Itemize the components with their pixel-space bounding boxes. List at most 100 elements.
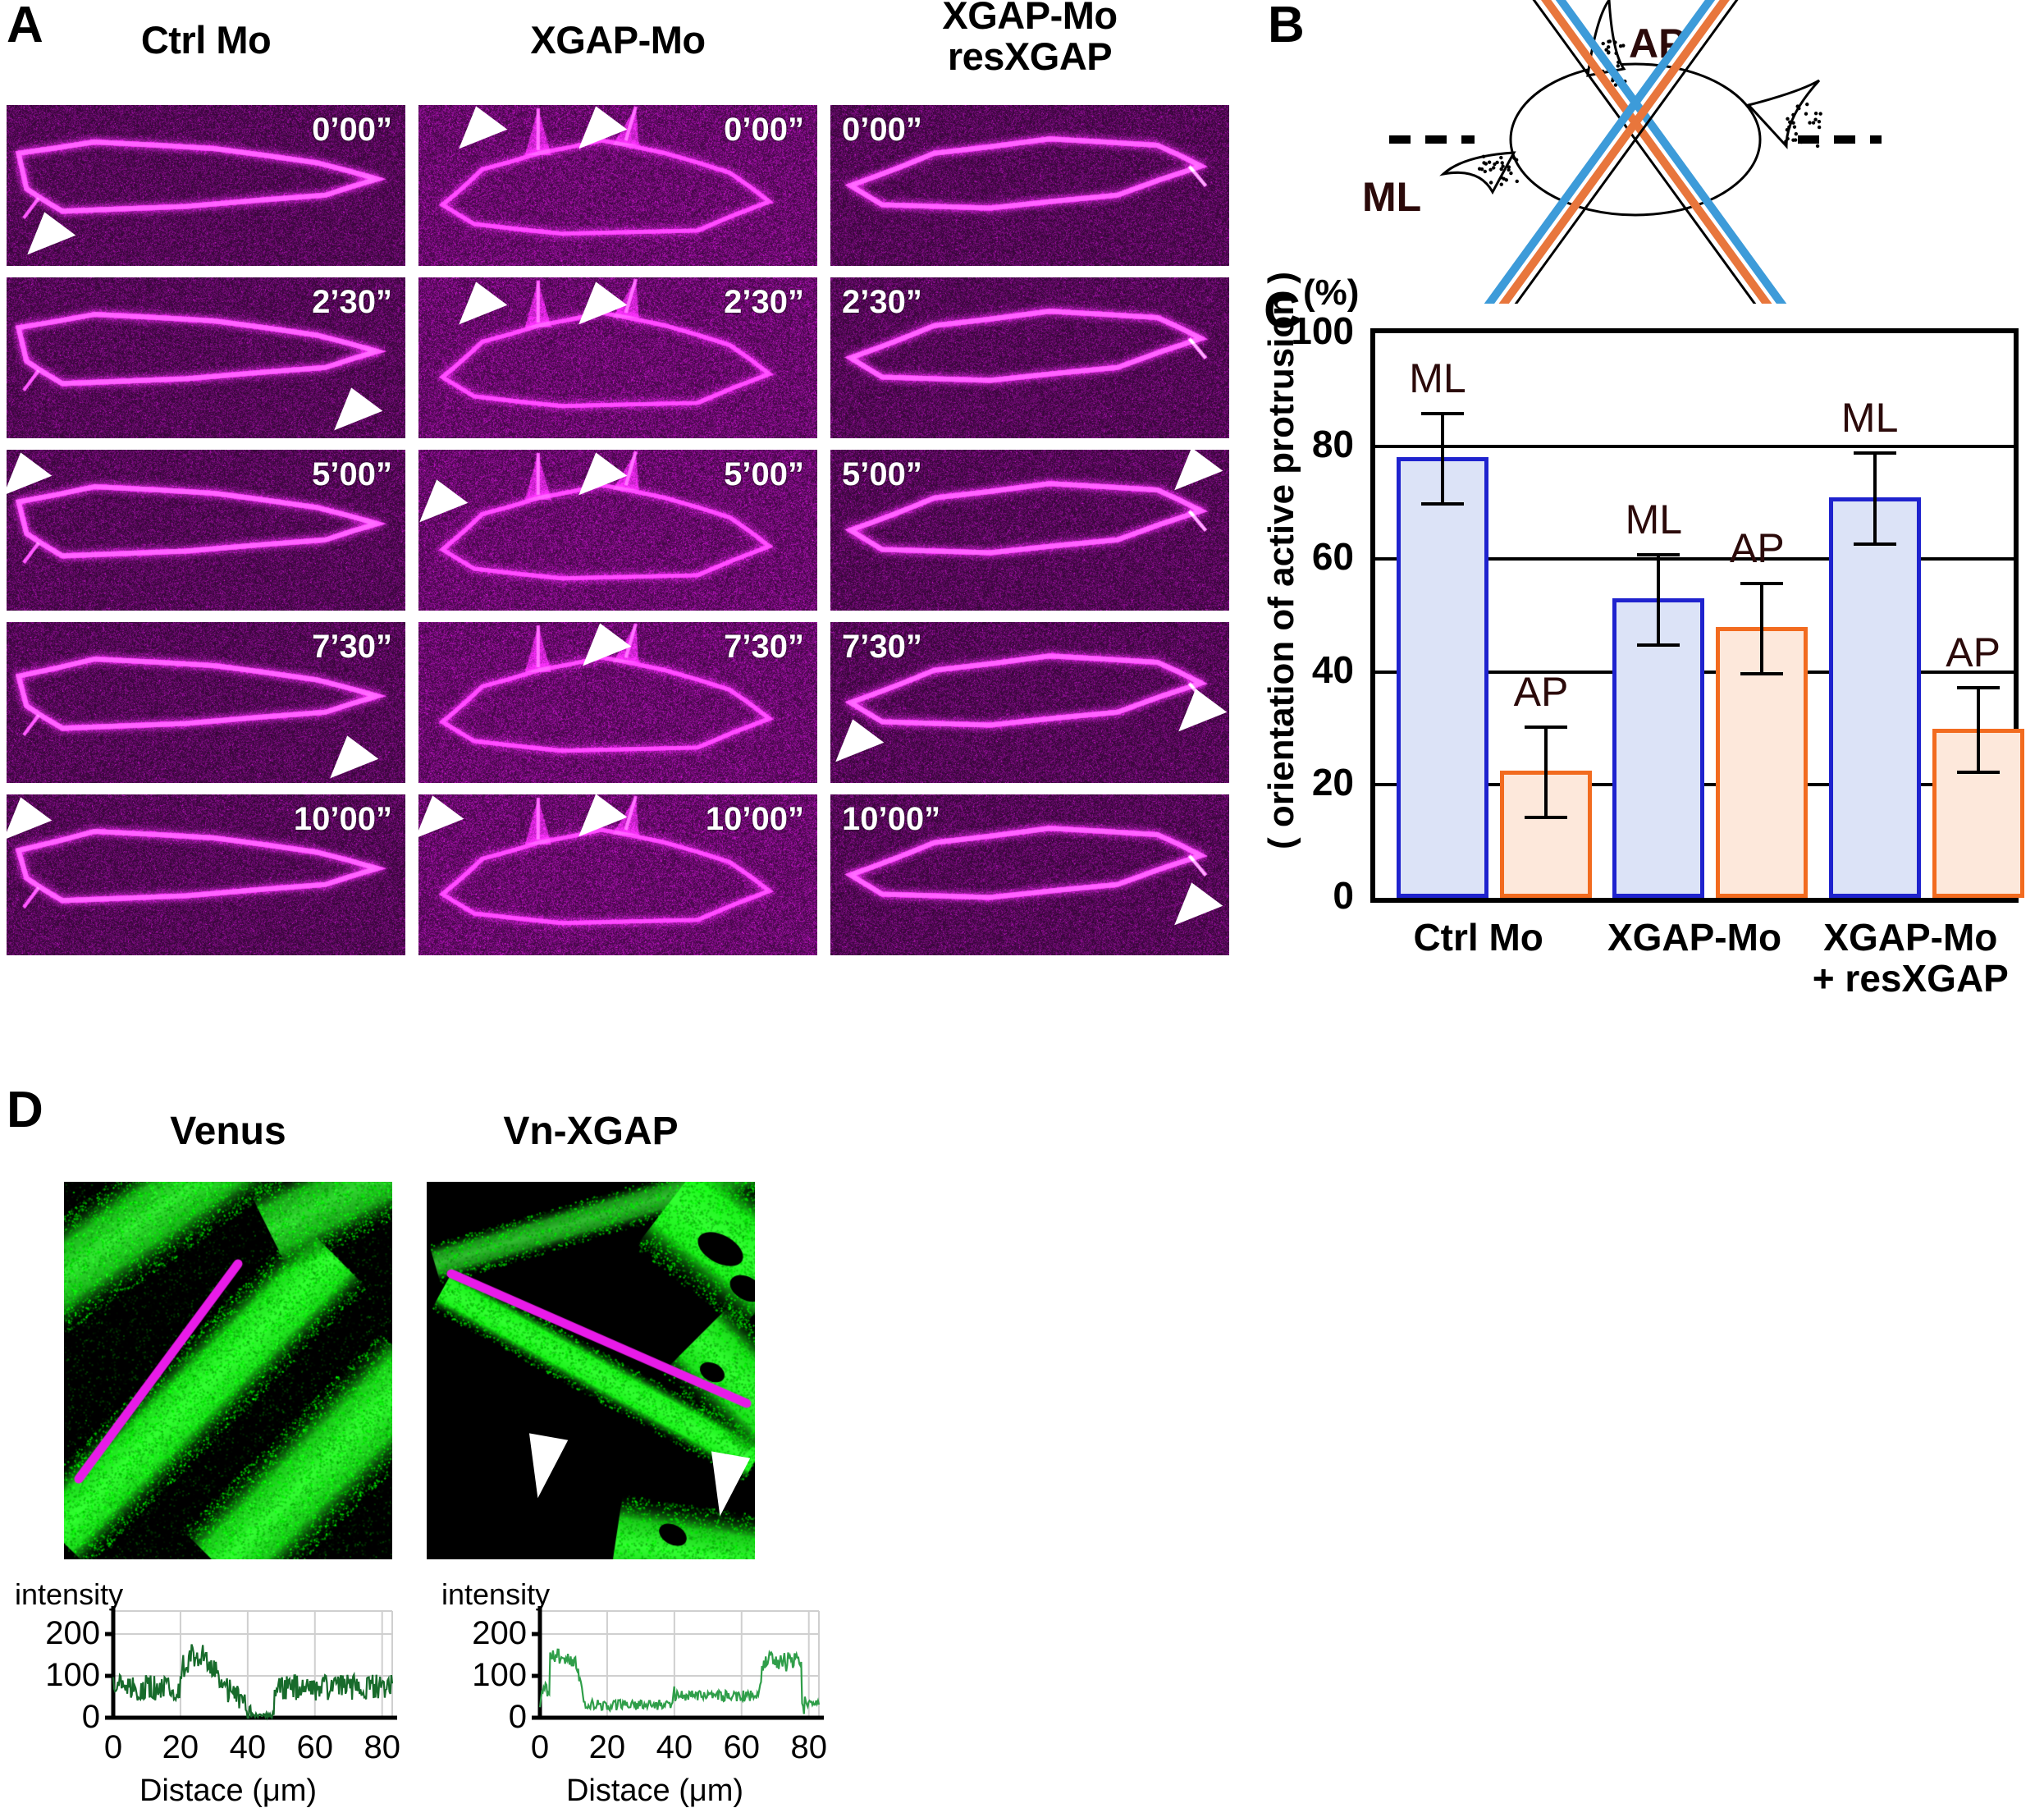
bar-ml-2 — [1612, 598, 1705, 898]
micrograph-image — [7, 794, 405, 955]
error-bar — [1544, 725, 1548, 817]
micrograph-image — [830, 794, 1229, 955]
panel-c-letter: C — [1264, 282, 1301, 339]
distance-x-tick: 80 — [790, 1729, 827, 1765]
error-bar — [1873, 451, 1877, 542]
y-axis-tick-label: 0 — [1333, 874, 1354, 917]
bar-series-label: ML — [1409, 355, 1466, 402]
timestamp-label: 10’00” — [705, 801, 804, 837]
intensity-trace-svg — [532, 1606, 824, 1720]
distance-x-tick: 40 — [656, 1729, 693, 1765]
error-bar-cap — [1740, 671, 1784, 675]
intensity-axis-label: intensity — [15, 1577, 124, 1611]
grid-line — [1375, 557, 2014, 561]
micrograph-image — [7, 450, 405, 611]
micrograph-image — [7, 622, 405, 783]
timestamp-label: 10’00” — [293, 801, 392, 837]
column-header-xgap-mo: XGAP-Mo — [530, 18, 706, 62]
error-bar-cap — [1421, 502, 1464, 506]
micrograph-frame: 0’00” — [7, 105, 405, 266]
panel-d-header-vn-xgap: Vn-XGAP — [503, 1110, 679, 1153]
error-bar-cap — [1637, 643, 1680, 648]
micrograph-frame: 5’00” — [830, 450, 1229, 611]
micrograph-frame: 5’00” — [418, 450, 817, 611]
micrograph-image — [418, 105, 817, 266]
error-bar-cap — [1740, 581, 1784, 585]
intensity-axis-label: intensity — [441, 1577, 551, 1611]
timestamp-label: 2’30” — [724, 284, 804, 320]
intensity-y-tick: 0 — [508, 1699, 527, 1735]
micrograph-frame: 7’30” — [418, 622, 817, 783]
panel-b-letter: B — [1268, 0, 1305, 53]
distance-x-tick: 40 — [229, 1729, 267, 1765]
y-axis-tick-label: 40 — [1311, 648, 1354, 691]
error-bar-cap — [1853, 451, 1896, 455]
intensity-y-tick: 100 — [472, 1657, 527, 1694]
timestamp-label: 2’30” — [842, 284, 922, 320]
bar-series-label: AP — [1729, 524, 1785, 571]
intensity-y-tick: 200 — [472, 1615, 527, 1652]
column-header-xgap-mo-resxgap: XGAP-Mo resXGAP — [942, 0, 1118, 79]
x-axis-category-label: Ctrl Mo — [1413, 916, 1543, 959]
timestamp-label: 7’30” — [842, 629, 922, 665]
bar-series-label: ML — [1841, 395, 1899, 442]
micrograph-frame: 7’30” — [830, 622, 1229, 783]
intensity-profile-plot-1: intensity 0 100 200 0 20 40 60 80 Distace (μm) — [15, 1577, 441, 1807]
distance-x-tick: 60 — [296, 1729, 334, 1765]
fluorescence-image-venus — [64, 1182, 392, 1559]
timestamp-label: 5’00” — [842, 456, 922, 492]
micrograph-image — [830, 622, 1229, 783]
error-bar-cap — [1525, 816, 1567, 820]
y-axis-tick-label: 60 — [1311, 535, 1354, 579]
timestamp-label: 7’30” — [312, 629, 392, 665]
timestamp-label: 7’30” — [724, 629, 804, 665]
ml-axis-label: ML — [1362, 174, 1422, 220]
fluorescence-canvas — [64, 1182, 392, 1559]
error-bar-cap — [1421, 412, 1464, 416]
panel-a-letter: A — [7, 0, 43, 53]
bar-chart-plot-area — [1370, 328, 2024, 903]
error-bar-cap — [1525, 725, 1567, 730]
cell-orientation-diagram — [1389, 0, 1882, 304]
panel-a: A Ctrl Mo XGAP-Mo XGAP-Mo resXGAP 0’00” 2’… — [0, 0, 1247, 1009]
micrograph-image — [418, 450, 817, 611]
micrograph-image — [830, 450, 1229, 611]
micrograph-image — [7, 105, 405, 266]
micrograph-frame: 2’30” — [7, 277, 405, 438]
timestamp-label: 5’00” — [724, 456, 804, 492]
error-bar — [1976, 686, 1980, 771]
bar-ap-2 — [1716, 626, 1809, 898]
distance-axis-title: Distace (μm) — [139, 1774, 318, 1808]
timestamp-label: 5’00” — [312, 456, 392, 492]
error-bar-cap — [1637, 553, 1680, 557]
error-bar — [1760, 581, 1764, 672]
grid-line — [1375, 444, 2014, 448]
bar-series-label: AP — [1513, 669, 1569, 716]
micrograph-image — [7, 277, 405, 438]
micrograph-image — [830, 277, 1229, 438]
micrograph-frame: 5’00” — [7, 450, 405, 611]
distance-x-tick: 0 — [530, 1729, 550, 1765]
error-bar-cap — [1956, 771, 2000, 775]
y-axis-tick-label: 100 — [1291, 309, 1354, 352]
micrograph-image — [418, 794, 817, 955]
error-bar-cap — [1956, 686, 2000, 689]
micrograph-frame: 0’00” — [830, 105, 1229, 266]
error-bar — [1441, 412, 1444, 503]
panel-b: B AP ML — [1268, 0, 2044, 304]
error-bar — [1657, 553, 1661, 644]
timestamp-label: 10’00” — [842, 801, 941, 837]
micrograph-frame: 2’30” — [830, 277, 1229, 438]
fluorescence-canvas — [427, 1182, 755, 1559]
y-axis-tick-label: 80 — [1311, 422, 1354, 465]
timestamp-label: 0’00” — [724, 112, 804, 148]
y-axis-tick-label: 20 — [1311, 761, 1354, 804]
micrograph-image — [418, 622, 817, 783]
bar-series-label: AP — [1946, 629, 2001, 675]
panel-d: D Venus Vn-XGAP intensity 0 100 200 0 20 40 60 8… — [0, 1050, 919, 1807]
micrograph-frame: 10’00” — [418, 794, 817, 955]
intensity-trace-svg — [105, 1606, 397, 1721]
chart-y-axis-unit: (%) — [1303, 272, 1360, 313]
micrograph-frame: 10’00” — [7, 794, 405, 955]
error-bar-cap — [1853, 542, 1896, 546]
